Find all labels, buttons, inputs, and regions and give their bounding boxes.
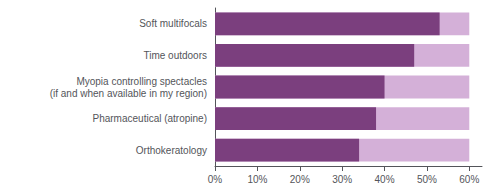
svg-text:Pharmaceutical (atropine): Pharmaceutical (atropine) <box>93 113 208 124</box>
svg-text:(if and when available in my r: (if and when available in my region) <box>50 88 207 99</box>
svg-text:Orthokeratology: Orthokeratology <box>136 145 207 156</box>
svg-text:10%: 10% <box>247 174 267 185</box>
svg-text:Myopia controlling spectacles: Myopia controlling spectacles <box>76 76 207 87</box>
svg-text:40%: 40% <box>375 174 395 185</box>
svg-text:20%: 20% <box>290 174 310 185</box>
svg-text:30%: 30% <box>332 174 352 185</box>
svg-text:50%: 50% <box>417 174 437 185</box>
svg-text:Time outdoors: Time outdoors <box>143 50 207 61</box>
svg-text:60%: 60% <box>459 174 479 185</box>
svg-text:Soft multifocals: Soft multifocals <box>139 18 207 29</box>
svg-text:0%: 0% <box>208 174 223 185</box>
